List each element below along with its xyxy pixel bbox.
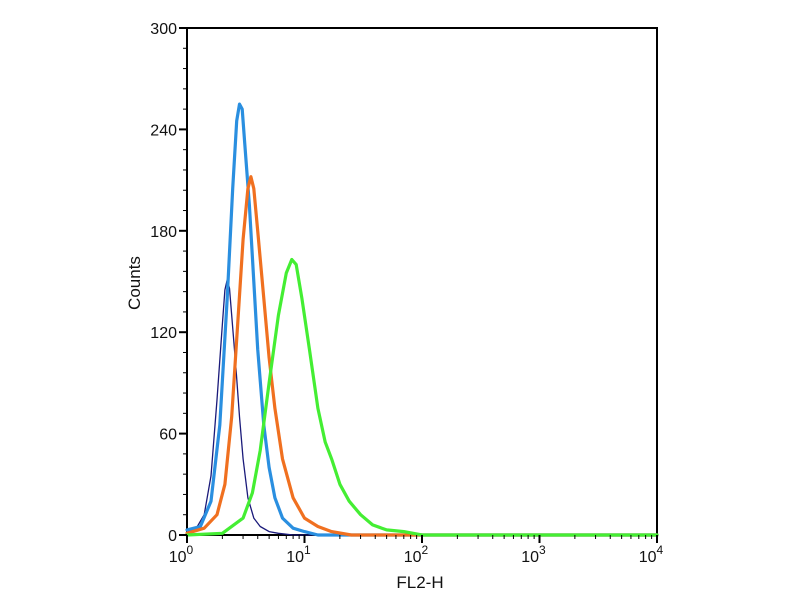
plot-frame bbox=[186, 27, 658, 536]
x-tick-label: 104 bbox=[639, 543, 664, 566]
y-tick-label: 240 bbox=[150, 122, 177, 139]
y-tick-label: 300 bbox=[150, 21, 177, 38]
x-axis-title: FL2-H bbox=[396, 573, 443, 592]
plot-area bbox=[186, 27, 658, 536]
x-tick-label: 102 bbox=[404, 543, 429, 566]
x-tick-label: 100 bbox=[169, 543, 194, 566]
x-tick-label: 103 bbox=[521, 543, 546, 566]
y-tick-label: 60 bbox=[159, 427, 177, 444]
series-line-2 bbox=[185, 102, 659, 537]
y-tick-label: 180 bbox=[150, 224, 177, 241]
series-layer bbox=[185, 102, 659, 537]
series-line-3 bbox=[185, 175, 659, 537]
x-tick-label: 101 bbox=[286, 543, 311, 566]
y-tick-label: 120 bbox=[150, 325, 177, 342]
y-tick-label: 0 bbox=[168, 528, 177, 545]
axes-layer: 0 60 120 180 240 300 100 101 102 103 104 bbox=[150, 21, 663, 566]
series-line-1 bbox=[186, 279, 658, 536]
series-line-4 bbox=[185, 257, 659, 537]
y-axis-title: Counts bbox=[125, 256, 144, 310]
